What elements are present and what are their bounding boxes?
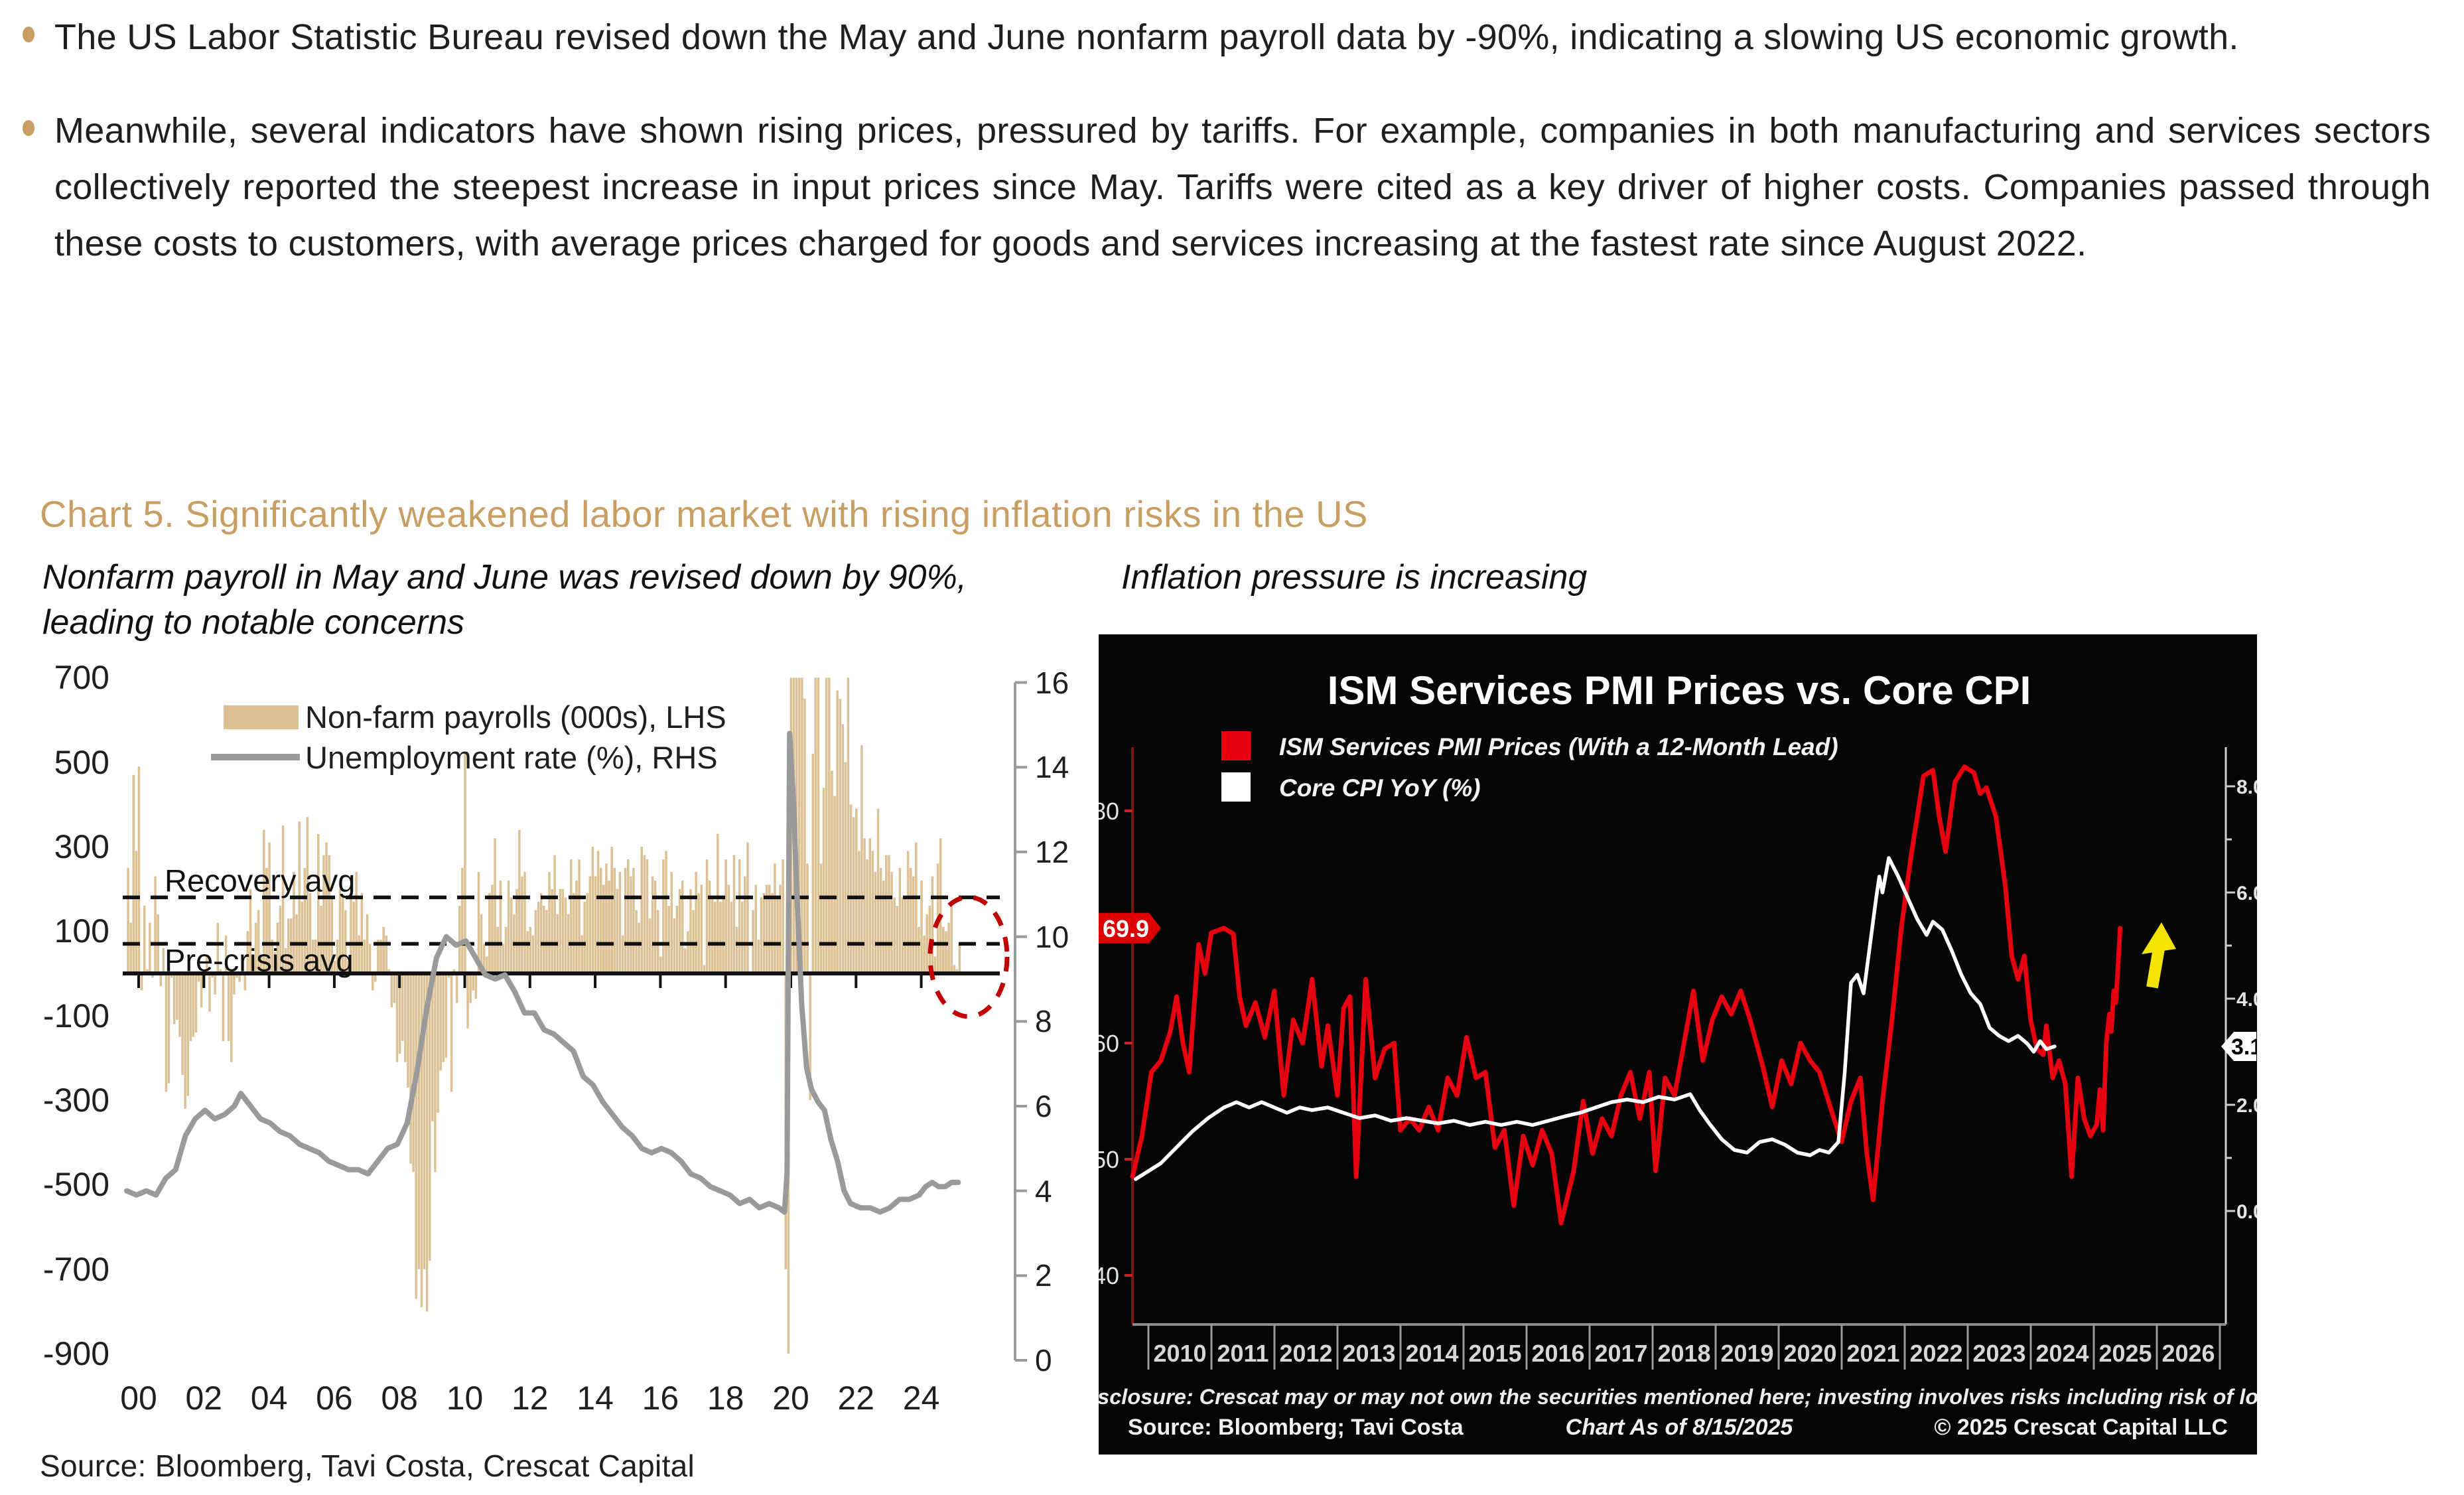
svg-text:2.0: 2.0 (2236, 1095, 2257, 1117)
svg-text:20: 20 (772, 1380, 809, 1417)
ism-chart-svg: ISM Services PMI Prices vs. Core CPI ISM… (1076, 634, 2282, 1455)
svg-text:2026: 2026 (2161, 1340, 2215, 1367)
svg-text:8.0: 8.0 (2236, 776, 2257, 798)
svg-text:2013: 2013 (1342, 1340, 1395, 1367)
svg-text:2022: 2022 (1909, 1340, 1962, 1367)
svg-text:3.1: 3.1 (2231, 1034, 2257, 1060)
footer-copyright: © 2025 Crescat Capital LLC (1934, 1415, 2228, 1440)
svg-text:2020: 2020 (1783, 1340, 1836, 1367)
svg-text:-500: -500 (43, 1166, 109, 1203)
svg-text:4: 4 (1035, 1174, 1052, 1208)
svg-text:08: 08 (381, 1380, 418, 1417)
svg-text:40: 40 (1099, 1262, 1119, 1289)
svg-text:50: 50 (1099, 1146, 1119, 1173)
x-axis-strip: 2010 2011 2012 2013 2014 2015 2016 2017 2018 2019… (1132, 1323, 2226, 1370)
svg-text:300: 300 (54, 828, 109, 865)
svg-text:02: 02 (185, 1380, 222, 1417)
svg-text:4.0: 4.0 (2236, 989, 2257, 1011)
rhs-axis: 16 14 12 10 8 6 4 2 0 (1014, 666, 1069, 1378)
nonfarm-payrolls-chart: Recovery avg Pre-crisis avg 00 02 04 06 08 10… (43, 664, 1069, 1417)
right-chart-subtitle: Inflation pressure is increasing (1121, 558, 1588, 597)
svg-text:Non-farm payrolls (000s), LHS: Non-farm payrolls (000s), LHS (305, 699, 726, 735)
svg-text:Core CPI YoY (%): Core CPI YoY (%) (1279, 774, 1481, 802)
svg-text:60: 60 (1099, 1030, 1119, 1057)
svg-text:8: 8 (1035, 1004, 1052, 1038)
up-arrow-icon (2142, 922, 2176, 989)
highlight-ellipse (927, 894, 1010, 1019)
legend: Non-farm payrolls (000s), LHS Unemployme… (211, 699, 726, 775)
svg-text:2010: 2010 (1153, 1340, 1206, 1367)
svg-text:22: 22 (837, 1380, 874, 1417)
bullet-dot-icon (23, 27, 34, 42)
svg-text:500: 500 (54, 744, 109, 781)
legend: ISM Services PMI Prices (With a 12-Month… (1221, 731, 1838, 802)
footer-asof: Chart As of 8/15/2025 (1566, 1415, 1794, 1440)
bullet-item: Meanwhile, several indicators have shown… (23, 103, 2431, 272)
lhs-axis-labels: 700 500 300 100 -100 -300 -500 -700 -900 (43, 664, 109, 1372)
svg-text:80: 80 (1099, 798, 1119, 825)
bullet-dot-icon (23, 120, 34, 136)
svg-text:2: 2 (1035, 1258, 1052, 1293)
svg-text:14: 14 (577, 1380, 614, 1417)
left-chart-source: Source: Bloomberg, Tavi Costa, Crescat C… (40, 1449, 695, 1483)
bullet-list: The US Labor Statistic Bureau revised do… (23, 9, 2431, 309)
svg-text:-900: -900 (43, 1335, 109, 1372)
x-ticks: 00 02 04 06 08 10 12 14 16 18 20 22 24 (120, 973, 939, 1417)
svg-text:69.9: 69.9 (1103, 915, 1149, 942)
svg-text:24: 24 (903, 1380, 940, 1417)
svg-text:10: 10 (446, 1380, 484, 1417)
svg-text:0.0: 0.0 (2236, 1201, 2257, 1223)
svg-text:16: 16 (1035, 666, 1069, 700)
payroll-bars (127, 677, 961, 1354)
lhs-axis: 80 60 50 40 69.9 (1093, 747, 1161, 1324)
svg-text:2016: 2016 (1531, 1340, 1584, 1367)
bullet-text: The US Labor Statistic Bureau revised do… (54, 17, 2239, 57)
ism-prices-line (1130, 764, 2123, 1226)
svg-text:14: 14 (1035, 750, 1069, 784)
svg-text:Recovery avg: Recovery avg (165, 863, 355, 898)
svg-text:0: 0 (1035, 1343, 1052, 1378)
svg-text:04: 04 (251, 1380, 288, 1417)
chart-title: ISM Services PMI Prices vs. Core CPI (1328, 668, 2031, 713)
svg-text:2021: 2021 (1846, 1340, 1899, 1367)
svg-text:00: 00 (120, 1380, 157, 1417)
svg-text:2017: 2017 (1594, 1340, 1647, 1367)
svg-text:100: 100 (54, 912, 109, 950)
svg-text:12: 12 (512, 1380, 549, 1417)
svg-text:10: 10 (1035, 920, 1069, 954)
svg-text:700: 700 (54, 664, 109, 696)
ism-core-cpi-chart: ISM Services PMI Prices vs. Core CPI ISM… (1076, 634, 2282, 1455)
svg-text:2011: 2011 (1217, 1340, 1268, 1367)
latest-cpi-badge (2221, 1032, 2256, 1061)
svg-text:06: 06 (316, 1380, 353, 1417)
bullet-text: Meanwhile, several indicators have shown… (54, 111, 2431, 263)
svg-text:-300: -300 (43, 1082, 109, 1119)
svg-text:2023: 2023 (1972, 1340, 2025, 1367)
footer-source: Source: Bloomberg; Tavi Costa (1128, 1415, 1464, 1440)
core-cpi-line (1133, 856, 2057, 1181)
svg-text:-100: -100 (43, 997, 109, 1034)
svg-text:2024: 2024 (2035, 1340, 2088, 1367)
svg-text:6: 6 (1035, 1089, 1052, 1123)
svg-text:-700: -700 (43, 1251, 109, 1288)
latest-ism-badge (1099, 912, 1161, 944)
svg-text:2019: 2019 (1720, 1340, 1773, 1367)
svg-text:18: 18 (707, 1380, 744, 1417)
unemployment-line (124, 731, 961, 1215)
svg-text:6.0: 6.0 (2236, 883, 2257, 904)
svg-text:2018: 2018 (1657, 1340, 1710, 1367)
left-chart-subtitle: Nonfarm payroll in May and June was revi… (42, 558, 967, 642)
svg-text:12: 12 (1035, 835, 1069, 869)
svg-text:16: 16 (642, 1380, 679, 1417)
svg-text:2015: 2015 (1468, 1340, 1521, 1367)
svg-text:2014: 2014 (1405, 1340, 1458, 1367)
svg-text:2025: 2025 (2098, 1340, 2152, 1367)
svg-text:ISM Services PMI Prices (With: ISM Services PMI Prices (With a 12-Month… (1279, 733, 1838, 760)
bullet-item: The US Labor Statistic Bureau revised do… (23, 9, 2431, 66)
chart-section-title: Chart 5. Significantly weakened labor ma… (40, 493, 1368, 535)
svg-text:2012: 2012 (1279, 1340, 1332, 1367)
svg-text:Unemployment rate (%), RHS: Unemployment rate (%), RHS (305, 740, 718, 775)
disclosure-text: Disclosure: Crescat may or may not own t… (1099, 1385, 2257, 1409)
